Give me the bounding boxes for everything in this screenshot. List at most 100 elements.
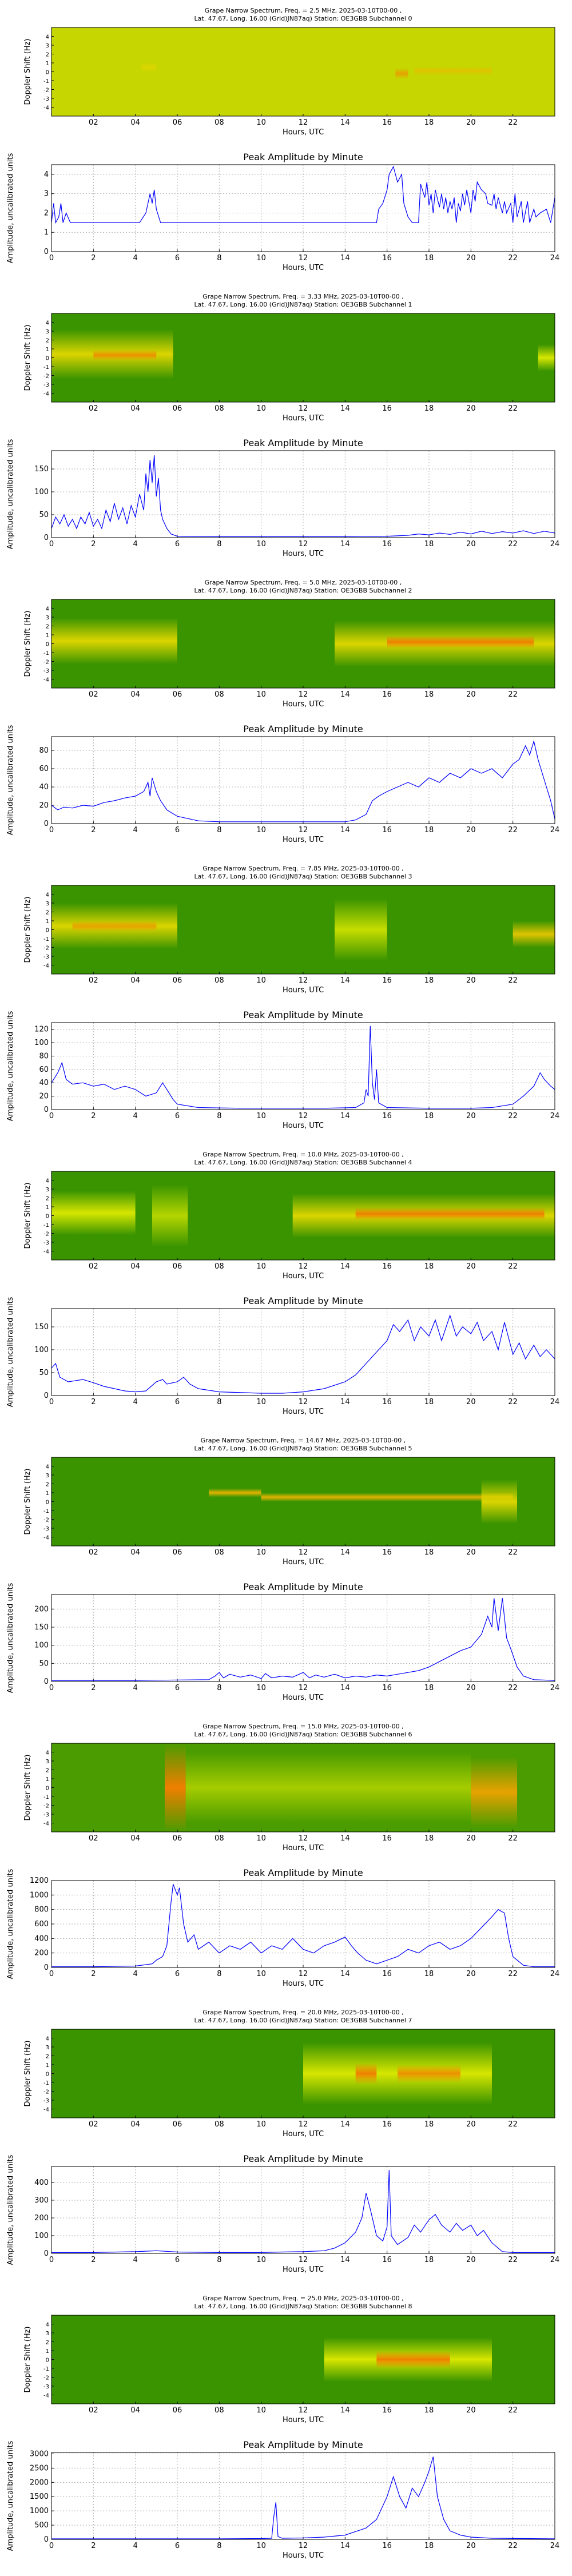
spectrum-ytick-label: 3 (46, 1759, 49, 1765)
amplitude-xlabel: Hours, UTC (283, 2265, 324, 2274)
spectrum-subtitle: Lat. 47.67, Long. 16.00 (Grid)JN87aq) St… (194, 1445, 412, 1452)
spectrum-band (376, 2351, 450, 2368)
amplitude-xtick-label: 4 (133, 1112, 138, 1120)
amplitude-ytick-label: 20 (39, 1092, 49, 1101)
amplitude-xtick-label: 6 (175, 254, 180, 263)
spectrum-ytick-label: 1 (46, 1776, 49, 1783)
spectrum-xtick-label: 18 (424, 1262, 434, 1271)
amplitude-xtick-label: 4 (133, 2542, 138, 2550)
amplitude-xtick-label: 8 (217, 1970, 221, 1978)
spectrum-xtick-label: 18 (424, 118, 434, 127)
amplitude-xtick-label: 18 (424, 2256, 434, 2264)
amplitude-ylabel: Amplitude, uncalibrated units (6, 439, 15, 549)
amplitude-xtick-label: 10 (256, 540, 266, 548)
amplitude-xtick-label: 24 (550, 1398, 560, 1406)
amplitude-xtick-label: 4 (133, 1398, 138, 1406)
amplitude-title: Peak Amplitude by Minute (243, 1009, 363, 1020)
spectrum-xtick-label: 14 (340, 404, 350, 413)
spectrum-xtick-label: 22 (508, 1262, 518, 1271)
spectrum-xtick-label: 10 (256, 1834, 266, 1843)
spectrum-hotspots (51, 329, 555, 379)
spectrum-xlabel: Hours, UTC (283, 128, 324, 137)
spectrum-ytick-label: -1 (43, 1222, 49, 1229)
spectrum-ytick-label: 2 (46, 1768, 49, 1774)
spectrum-xtick-label: 02 (89, 118, 98, 127)
spectrum-xtick-label: 08 (214, 2406, 224, 2415)
amplitude-xlabel: Hours, UTC (283, 1122, 324, 1130)
amplitude-xtick-label: 0 (49, 2256, 54, 2264)
amplitude-xtick-label: 8 (217, 1684, 221, 1692)
spectrum-ytick-label: 4 (46, 34, 49, 41)
spectrum-xtick-label: 18 (424, 2120, 434, 2129)
spectrum-xtick-label: 16 (382, 1548, 392, 1557)
amplitude-series-line (51, 2456, 555, 2539)
spectrum-band (335, 899, 387, 961)
amplitude-xtick-label: 2 (91, 1684, 96, 1692)
spectrum-xtick-label: 12 (299, 118, 308, 127)
spectrum-xtick-label: 16 (382, 976, 392, 985)
spectrum-ytick-label: -2 (43, 1803, 49, 1810)
spectrum-xtick-label: 02 (89, 1548, 98, 1557)
amplitude-frame (51, 2452, 555, 2540)
amplitude-xtick-label: 10 (256, 826, 266, 834)
spectrum-band (414, 66, 492, 75)
amplitude-xtick-label: 20 (466, 1970, 476, 1978)
spectrum-ylabel: Doppler Shift (Hz) (23, 2327, 32, 2393)
amplitude-title: Peak Amplitude by Minute (243, 1867, 363, 1878)
amplitude-xtick-label: 24 (550, 826, 560, 834)
amplitude-xtick-label: 14 (340, 254, 350, 263)
amplitude-xtick-label: 6 (175, 1112, 180, 1120)
amplitude-series-line (51, 455, 555, 537)
spectrum-ytick-label: 0 (46, 928, 49, 934)
amplitude-ytick-label: 1200 (30, 1877, 49, 1885)
amplitude-ytick-label: 300 (34, 2196, 49, 2205)
spectrum-xtick-label: 02 (89, 1262, 98, 1271)
amplitude-xtick-label: 0 (49, 540, 54, 548)
spectrum-xtick-label: 12 (299, 690, 308, 699)
spectrum-xtick-label: 16 (382, 118, 392, 127)
amplitude-frame (51, 1022, 555, 1110)
spectrum-subtitle: Lat. 47.67, Long. 16.00 (Grid)JN87aq) St… (194, 2303, 412, 2310)
spectrum-subtitle: Lat. 47.67, Long. 16.00 (Grid)JN87aq) St… (194, 301, 412, 308)
spectrum-xlabel: Hours, UTC (283, 1558, 324, 1567)
amplitude-ylabel: Amplitude, uncalibrated units (6, 1011, 15, 1121)
spectrum-ytick-label: 3 (46, 2331, 49, 2337)
spectrum-ytick-label: 3 (46, 43, 49, 49)
spectrum-xlabel: Hours, UTC (283, 986, 324, 995)
spectrum-chart-5: Grape Narrow Spectrum, Freq. = 14.67 MHz… (23, 1437, 555, 1567)
spectrum-ylabel: Doppler Shift (Hz) (23, 897, 32, 963)
spectrum-xtick-label: 22 (508, 1548, 518, 1557)
spectrum-ytick-label: 2 (46, 1196, 49, 1202)
spectrum-xlabel: Hours, UTC (283, 700, 324, 709)
spectrum-band (471, 1756, 517, 1828)
amplitude-xtick-label: 22 (508, 1398, 518, 1406)
amplitude-series-line (51, 165, 555, 224)
amplitude-xtick-label: 16 (382, 2542, 392, 2550)
amplitude-xtick-label: 2 (91, 254, 96, 263)
amplitude-ytick-label: 0 (44, 1106, 49, 1114)
spectrum-ytick-label: -1 (43, 650, 49, 657)
amplitude-ytick-label: 2000 (30, 2478, 49, 2487)
spectrum-ytick-label: 3 (46, 901, 49, 907)
spectrum-xlabel: Hours, UTC (283, 1844, 324, 1853)
amplitude-xtick-label: 12 (299, 1684, 308, 1692)
spectrum-xtick-label: 06 (173, 1548, 182, 1557)
amplitude-xtick-label: 0 (49, 2542, 54, 2550)
spectrum-ytick-label: -3 (43, 1812, 49, 1818)
spectrum-subtitle: Lat. 47.67, Long. 16.00 (Grid)JN87aq) St… (194, 873, 412, 880)
spectrum-xtick-label: 10 (256, 118, 266, 127)
spectrum-ytick-label: -4 (43, 1249, 49, 1255)
spectrum-xtick-label: 08 (214, 1548, 224, 1557)
spectrum-ytick-label: 3 (46, 2045, 49, 2051)
spectrum-xtick-label: 14 (340, 1262, 350, 1271)
amplitude-xtick-label: 10 (256, 1684, 266, 1692)
amplitude-xtick-label: 20 (466, 2256, 476, 2264)
spectrum-xtick-label: 04 (130, 2406, 140, 2415)
amplitude-xtick-label: 22 (508, 1112, 518, 1120)
spectrum-subtitle: Lat. 47.67, Long. 16.00 (Grid)JN87aq) St… (194, 1731, 412, 1738)
spectrum-xtick-label: 06 (173, 1262, 182, 1271)
spectrum-xtick-label: 22 (508, 404, 518, 413)
amplitude-xtick-label: 8 (217, 826, 221, 834)
amplitude-xtick-label: 16 (382, 1398, 392, 1406)
